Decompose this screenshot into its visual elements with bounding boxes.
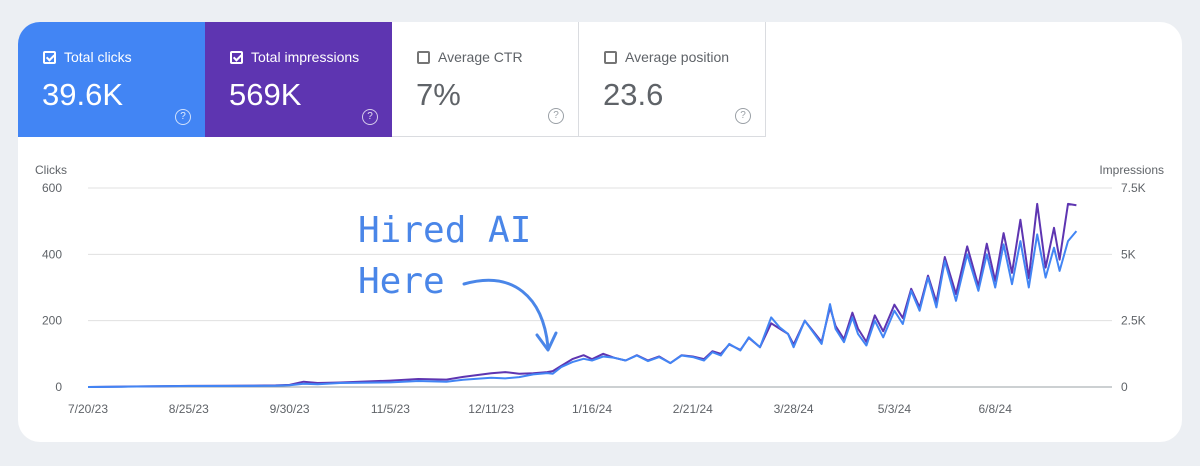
chart-annotation: Hired AI Here bbox=[358, 210, 558, 352]
y-left-tick-label: 0 bbox=[55, 380, 62, 394]
y-right-tick-label: 0 bbox=[1121, 380, 1128, 394]
checkbox-checked-icon[interactable] bbox=[230, 50, 243, 64]
metric-value: 39.6K bbox=[42, 77, 124, 112]
metric-header: Total clicks bbox=[43, 49, 132, 65]
metric-average-ctr[interactable]: Average CTR 7% ? bbox=[392, 22, 579, 137]
y-axis-right: 0 2.5K 5K 7.5K Impressions bbox=[1099, 163, 1164, 394]
y-right-tick-label: 7.5K bbox=[1121, 181, 1146, 195]
chart-series bbox=[87, 202, 1078, 388]
help-icon[interactable]: ? bbox=[362, 109, 378, 125]
metric-total-impressions[interactable]: Total impressions 569K ? bbox=[205, 22, 392, 137]
y-right-tick-label: 2.5K bbox=[1121, 314, 1146, 328]
checkbox-unchecked-icon[interactable] bbox=[604, 50, 617, 64]
y-left-tick-label: 400 bbox=[42, 247, 62, 261]
metric-header: Average position bbox=[604, 49, 729, 65]
x-tick-label: 11/5/23 bbox=[371, 402, 410, 416]
x-tick-label: 8/25/23 bbox=[169, 402, 209, 416]
x-tick-label: 6/8/24 bbox=[979, 402, 1013, 416]
help-icon[interactable]: ? bbox=[735, 108, 751, 124]
metric-label: Total clicks bbox=[64, 49, 132, 65]
annotation-text-line1: Hired AI bbox=[358, 210, 531, 251]
annotation-arrowhead bbox=[535, 331, 558, 352]
metric-value: 7% bbox=[416, 77, 461, 112]
metric-label: Average position bbox=[625, 49, 730, 65]
x-tick-label: 7/20/23 bbox=[68, 402, 108, 416]
x-tick-label: 9/30/23 bbox=[270, 402, 310, 416]
y-right-tick-label: 5K bbox=[1121, 247, 1136, 261]
y-left-axis-title: Clicks bbox=[35, 163, 67, 177]
x-tick-label: 1/16/24 bbox=[572, 402, 612, 416]
checkbox-unchecked-icon[interactable] bbox=[417, 50, 430, 64]
metric-label: Average CTR bbox=[438, 49, 523, 65]
metric-tabs: Total clicks 39.6K ? Total impressions 5… bbox=[18, 22, 766, 137]
series-line-total-clicks bbox=[87, 230, 1078, 388]
x-axis: 7/20/23 8/25/23 9/30/23 11/5/23 12/11/23 1/16… bbox=[68, 402, 1012, 416]
y-left-tick-label: 200 bbox=[42, 314, 62, 328]
performance-card: Total clicks 39.6K ? Total impressions 5… bbox=[18, 22, 1182, 442]
x-tick-label: 3/28/24 bbox=[774, 402, 814, 416]
metric-header: Average CTR bbox=[417, 49, 523, 65]
metric-label: Total impressions bbox=[251, 49, 360, 65]
metric-value: 569K bbox=[229, 77, 302, 112]
chart-grid bbox=[88, 187, 1112, 388]
metric-header: Total impressions bbox=[230, 49, 359, 65]
x-tick-label: 12/11/23 bbox=[468, 402, 514, 416]
y-axis-left: 0 200 400 600 Clicks bbox=[35, 163, 67, 394]
help-icon[interactable]: ? bbox=[175, 109, 191, 125]
annotation-arrow bbox=[462, 278, 550, 349]
metric-total-clicks[interactable]: Total clicks 39.6K ? bbox=[18, 22, 205, 137]
x-tick-label: 2/21/24 bbox=[673, 402, 713, 416]
y-left-tick-label: 600 bbox=[42, 181, 62, 195]
annotation-text-line2: Here bbox=[358, 261, 445, 302]
metric-average-position[interactable]: Average position 23.6 ? bbox=[579, 22, 766, 137]
x-tick-label: 5/3/24 bbox=[878, 402, 912, 416]
checkbox-checked-icon[interactable] bbox=[43, 50, 56, 64]
y-right-axis-title: Impressions bbox=[1099, 163, 1164, 177]
help-icon[interactable]: ? bbox=[548, 108, 564, 124]
metric-value: 23.6 bbox=[603, 77, 664, 112]
